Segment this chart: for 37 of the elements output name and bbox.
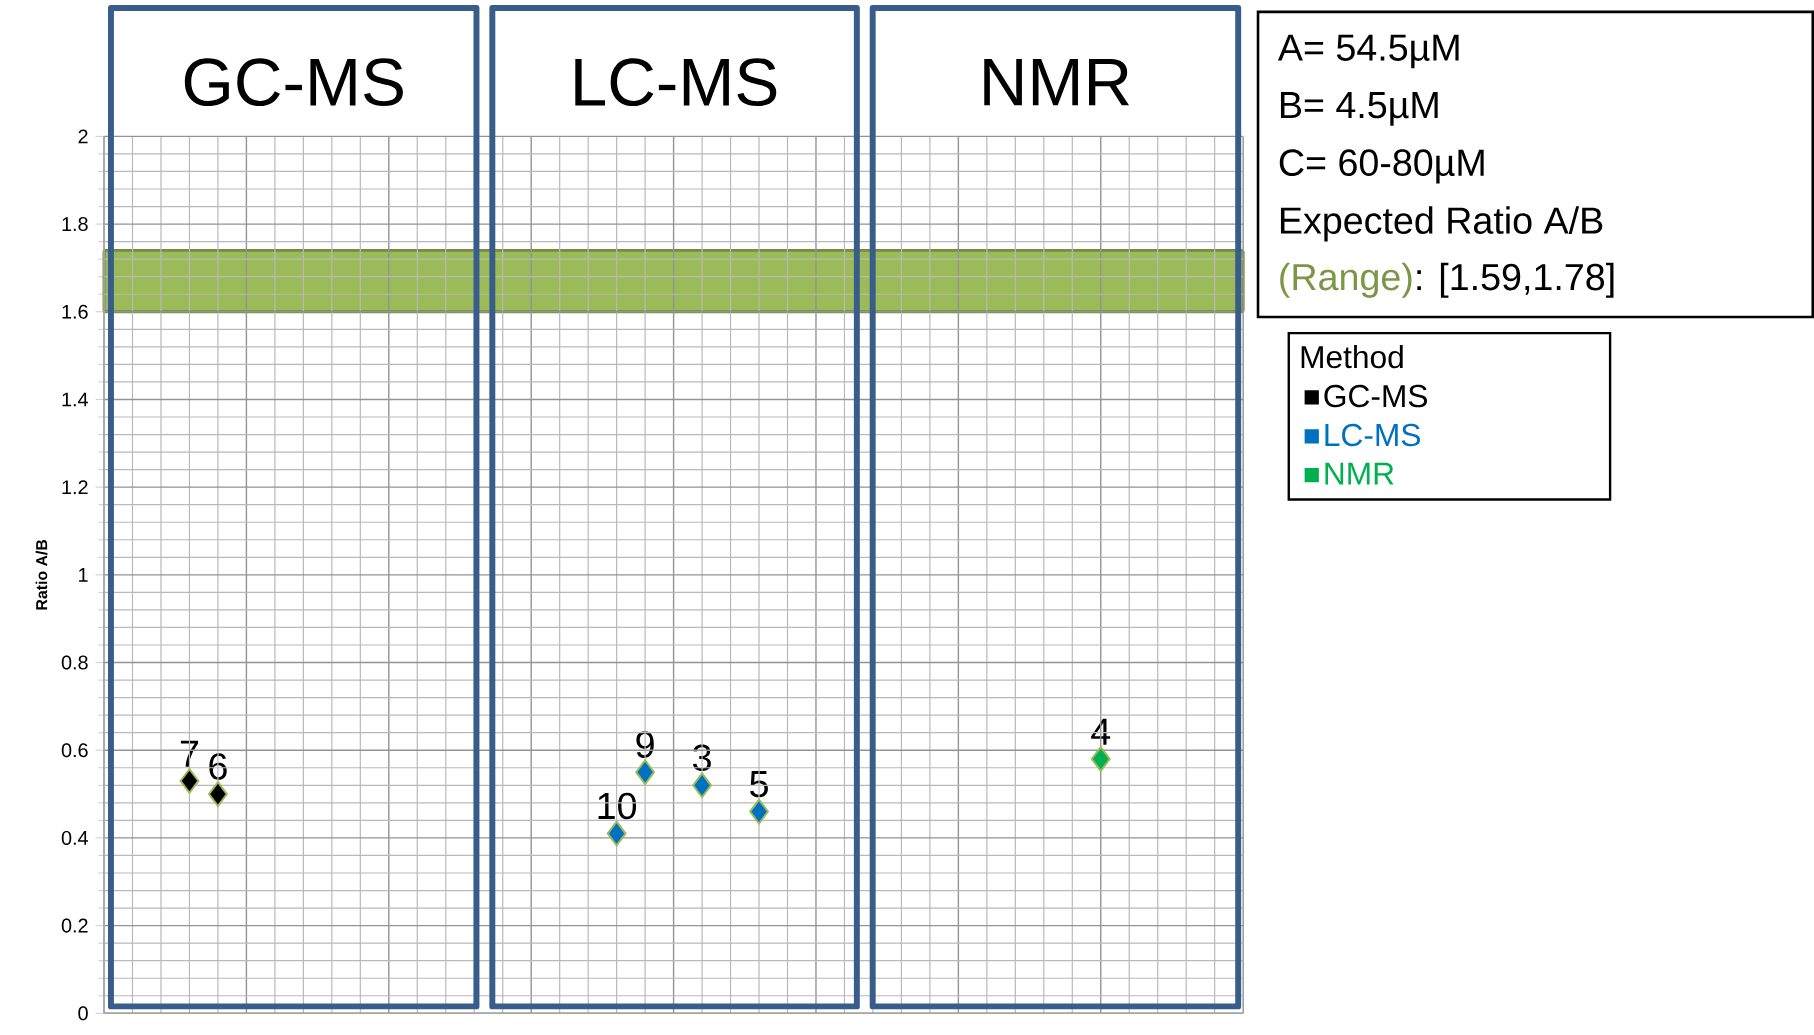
text: NMR [984,58,1130,106]
legend-label: NMR [1325,462,1394,485]
annotation: 10 [598,792,637,820]
y-tick-label: 1.8 [62,216,88,231]
point [1090,745,1111,772]
annotation: 4 [1091,718,1111,745]
y-tick-label: 2 [78,129,88,144]
y-tick-label: 0.2 [61,918,88,933]
point [208,781,228,807]
text: GC-MS [184,58,403,106]
text: : [1.59,1.78] [1417,262,1614,298]
point [749,798,769,825]
y-tick-label: 1.6 [62,304,88,319]
legend-label: LC-MS [1325,423,1421,447]
text: LC-MS [575,58,777,106]
point [606,820,627,847]
point [692,772,712,799]
legend-title: Method [1301,344,1403,369]
y-axis-title: Ratio A/B [35,539,48,610]
y-tick-label: 0.4 [61,830,88,845]
text: Expected Ratio A/B [1280,206,1603,242]
point [635,759,656,785]
annotation: 3 [693,744,711,771]
legend-label: GC-MS [1324,384,1428,408]
text: C= 60-80µM [1279,149,1484,184]
y-tick-label: 0 [78,1006,88,1021]
annotation: 5 [750,770,768,798]
y-tick-label: 0.8 [61,655,88,670]
annotation: 6 [209,752,227,780]
point [179,767,200,794]
y-tick-label: 1 [79,567,88,582]
y-tick-label: 0.6 [61,743,88,758]
y-tick-label: 1.2 [62,480,88,494]
y-tick-label: 1.4 [62,392,88,407]
text: A= 54.5µM [1277,34,1459,69]
text: (Range) [1280,262,1412,298]
text: B= 4.5µM [1280,91,1438,126]
